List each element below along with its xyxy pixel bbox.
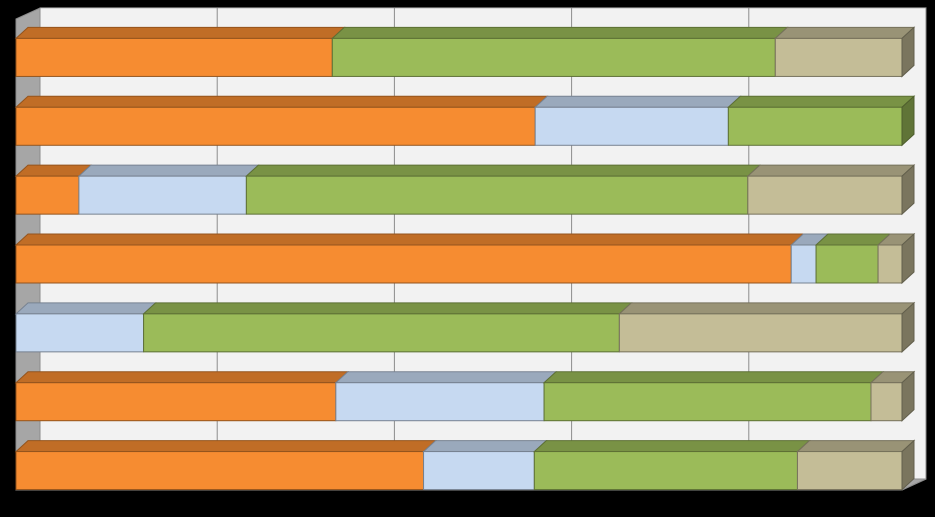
bar-top-face xyxy=(542,371,885,384)
bar-front-face xyxy=(15,313,145,353)
bar-segment-1-tan xyxy=(774,26,916,77)
bar-segment-5-light_blue xyxy=(14,302,157,353)
bar-front-face xyxy=(533,451,798,491)
bars xyxy=(14,26,916,491)
bar-segment-7-orange xyxy=(14,440,437,491)
bar-front-face xyxy=(15,244,792,284)
bar-top-face xyxy=(796,440,916,453)
bar-front-face xyxy=(331,37,776,77)
bar-front-face xyxy=(15,106,536,146)
bar-segment-5-tan xyxy=(618,302,916,353)
bar-end-face xyxy=(901,26,915,78)
bar-end-face xyxy=(901,439,915,491)
bar-segment-1-orange xyxy=(14,26,346,77)
bar-front-face xyxy=(796,451,903,491)
bar-front-face xyxy=(774,37,903,77)
bar-segment-5-green xyxy=(142,302,633,353)
bar-end-face xyxy=(901,232,915,285)
bar-front-face xyxy=(15,175,80,215)
bar-segment-4-green xyxy=(814,233,892,284)
bar-front-face xyxy=(423,451,535,491)
bar-front-face xyxy=(15,37,333,77)
bar-front-face xyxy=(727,106,903,146)
bar-segment-6-light_blue xyxy=(334,371,558,422)
bar-top-face xyxy=(618,302,916,315)
bar-top-face xyxy=(14,302,157,315)
bar-top-face xyxy=(14,440,437,453)
bar-segment-4-tan xyxy=(876,233,916,284)
bar-row-4 xyxy=(14,232,916,285)
bar-top-face xyxy=(533,95,742,108)
bar-front-face xyxy=(534,106,729,146)
bar-segment-3-green xyxy=(245,164,762,215)
bar-segment-2-orange xyxy=(14,95,549,146)
bar-row-5 xyxy=(14,301,916,353)
bar-row-1 xyxy=(14,26,916,78)
bar-top-face xyxy=(533,440,811,453)
bar-top-face xyxy=(746,164,916,177)
bar-front-face xyxy=(15,382,337,422)
bar-end-face xyxy=(901,301,915,353)
bar-top-face xyxy=(14,371,350,384)
bar-front-face xyxy=(335,382,545,422)
bar-top-face xyxy=(331,26,789,39)
bar-top-face xyxy=(14,95,549,108)
bar-row-7 xyxy=(14,439,916,491)
bar-row-3 xyxy=(14,164,916,216)
bar-top-face xyxy=(727,95,916,108)
bar-segment-1-green xyxy=(331,26,789,77)
bar-front-face xyxy=(15,451,425,491)
bar-segment-6-green xyxy=(542,371,885,422)
bar-segment-6-orange xyxy=(14,371,350,422)
bar-top-face xyxy=(14,26,346,39)
bar-top-face xyxy=(334,371,558,384)
bar-segment-7-light_blue xyxy=(422,440,548,491)
bar-row-6 xyxy=(14,370,916,422)
bar-segment-3-tan xyxy=(746,164,916,215)
bar-front-face xyxy=(747,175,903,215)
bar-front-face xyxy=(143,313,620,353)
bar-segment-4-orange xyxy=(14,233,805,284)
bar-top-face xyxy=(774,26,916,39)
bar-end-face xyxy=(901,370,915,422)
bar-top-face xyxy=(77,164,260,177)
bar-top-face xyxy=(245,164,762,177)
bar-top-face xyxy=(142,302,633,315)
bar-end-face xyxy=(901,95,915,147)
bar-segment-2-green xyxy=(727,95,916,146)
bar-segment-3-light_blue xyxy=(77,164,260,215)
bar-segment-3-orange xyxy=(14,164,93,215)
bar-segment-7-tan xyxy=(796,440,916,491)
bar-top-face xyxy=(422,440,548,453)
bar-segment-7-green xyxy=(533,440,811,491)
bar-top-face xyxy=(14,164,93,177)
bar-front-face xyxy=(245,175,749,215)
bar-front-face xyxy=(815,244,879,284)
bar-top-face xyxy=(14,233,805,246)
bar-front-face xyxy=(618,313,903,353)
bar-front-face xyxy=(790,244,817,284)
bar-front-face xyxy=(543,382,872,422)
bar-row-2 xyxy=(14,95,916,147)
bar-end-face xyxy=(901,164,915,216)
bar-segment-2-light_blue xyxy=(533,95,742,146)
bar-top-face xyxy=(814,233,892,246)
bar-front-face xyxy=(870,382,903,422)
bar-front-face xyxy=(877,244,903,284)
bar-front-face xyxy=(78,175,247,215)
